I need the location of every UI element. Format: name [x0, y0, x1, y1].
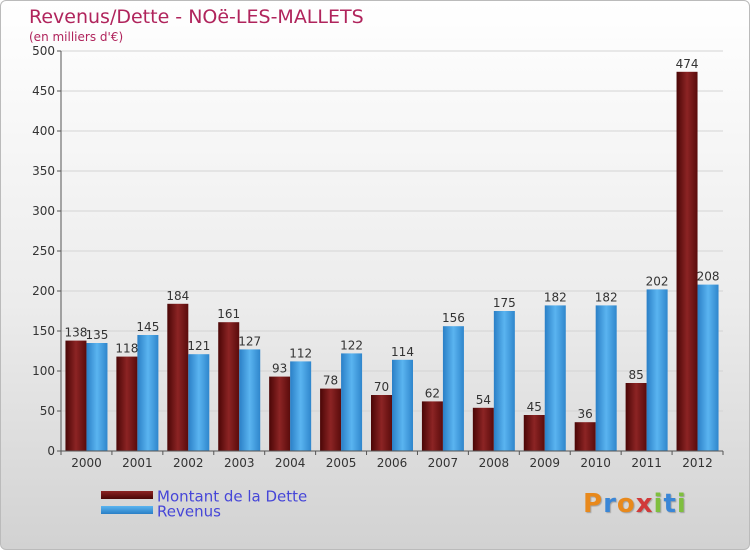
bar-revenus: [290, 361, 312, 451]
data-label-dette: 45: [527, 400, 542, 414]
data-label-revenus: 145: [136, 320, 159, 334]
bar-dette: [625, 383, 647, 451]
bar-revenus: [544, 305, 566, 451]
data-label-revenus: 135: [86, 328, 109, 342]
x-tick-label: 2003: [224, 456, 255, 470]
legend-item-revenus: Revenus: [101, 502, 221, 521]
data-label-revenus: 182: [544, 290, 567, 304]
legend-label-revenus: Revenus: [157, 502, 221, 521]
x-tick-label: 2006: [377, 456, 408, 470]
bar-dette: [371, 395, 392, 451]
data-label-dette: 62: [425, 386, 440, 400]
data-label-dette: 184: [166, 289, 189, 303]
data-label-dette: 85: [628, 368, 643, 382]
data-label-revenus: 112: [289, 346, 312, 360]
bar-dette: [676, 71, 698, 452]
data-label-revenus: 114: [391, 345, 414, 359]
proxiti-logo: Proxiti: [583, 489, 687, 519]
x-tick-label: 2005: [326, 456, 357, 470]
data-label-dette: 138: [65, 326, 88, 340]
bar-dette: [116, 356, 138, 451]
x-tick-label: 2007: [428, 456, 459, 470]
bar-dette: [472, 407, 494, 451]
data-label-revenus: 122: [340, 338, 363, 352]
bar-dette: [320, 388, 342, 451]
bar-revenus: [86, 343, 108, 451]
y-tick-label: 300: [32, 204, 55, 218]
bar-revenus: [442, 326, 464, 451]
chart-title: Revenus/Dette - NOë-LES-MALLETS: [29, 6, 364, 28]
data-label-revenus: 121: [187, 339, 210, 353]
legend-swatch-dette: [101, 491, 153, 500]
data-label-revenus: 175: [493, 296, 516, 310]
x-tick-label: 2002: [173, 456, 204, 470]
data-label-revenus: 127: [238, 334, 261, 348]
y-tick-label: 150: [32, 324, 55, 338]
x-tick-label: 2008: [479, 456, 510, 470]
bar-revenus: [697, 284, 719, 451]
bar-revenus: [392, 359, 413, 451]
y-tick-label: 50: [40, 404, 55, 418]
x-tick-label: 2000: [71, 456, 102, 470]
x-tick-label: 2004: [275, 456, 306, 470]
bar-dette: [167, 303, 189, 451]
logo-letter: P: [583, 489, 604, 519]
logo-letter: o: [616, 489, 636, 519]
x-tick-label: 2011: [631, 456, 662, 470]
y-tick-label: 250: [32, 244, 55, 258]
bar-dette: [218, 322, 240, 451]
x-tick-label: 2010: [580, 456, 611, 470]
x-tick-label: 2001: [122, 456, 153, 470]
bar-revenus: [595, 305, 617, 451]
y-tick-label: 0: [47, 444, 55, 458]
bar-dette: [65, 340, 87, 451]
bar-revenus: [239, 349, 261, 451]
logo-letter: x: [635, 489, 654, 519]
bar-dette: [574, 422, 596, 451]
y-tick-label: 200: [32, 284, 55, 298]
data-label-revenus: 208: [697, 270, 720, 284]
y-tick-label: 400: [32, 124, 55, 138]
data-label-dette: 93: [272, 362, 287, 376]
legend-swatch-revenus: [101, 506, 153, 515]
bar-revenus: [188, 354, 210, 451]
data-label-revenus: 182: [595, 290, 618, 304]
bar-revenus: [341, 353, 363, 451]
legend-item-dette: Montant de la Dette: [101, 487, 308, 506]
y-tick-label: 100: [32, 364, 55, 378]
data-label-dette: 36: [578, 407, 593, 421]
data-label-dette: 70: [374, 380, 389, 394]
data-label-dette: 118: [115, 342, 138, 356]
data-label-dette: 474: [676, 57, 699, 71]
bar-revenus: [137, 335, 159, 451]
chart-subtitle: (en milliers d'€): [29, 30, 124, 44]
x-tick-label: 2009: [529, 456, 560, 470]
bar-dette: [523, 415, 545, 451]
bar-revenus: [646, 289, 668, 451]
data-label-dette: 161: [217, 307, 240, 321]
bar-revenus: [493, 311, 515, 451]
data-label-dette: 54: [476, 393, 491, 407]
data-label-revenus: 202: [646, 274, 669, 288]
data-label-revenus: 156: [442, 311, 465, 325]
y-tick-label: 450: [32, 84, 55, 98]
logo-letter: i: [676, 489, 687, 519]
logo-letter: r: [603, 489, 617, 519]
logo-letter: t: [663, 489, 677, 519]
legend-label-dette: Montant de la Dette: [157, 487, 308, 506]
y-tick-label: 350: [32, 164, 55, 178]
y-tick-label: 500: [32, 44, 55, 58]
logo-letter: i: [653, 489, 664, 519]
x-tick-label: 2012: [682, 456, 713, 470]
bar-dette: [269, 376, 291, 451]
data-label-dette: 78: [323, 374, 338, 388]
bar-dette: [421, 401, 443, 451]
